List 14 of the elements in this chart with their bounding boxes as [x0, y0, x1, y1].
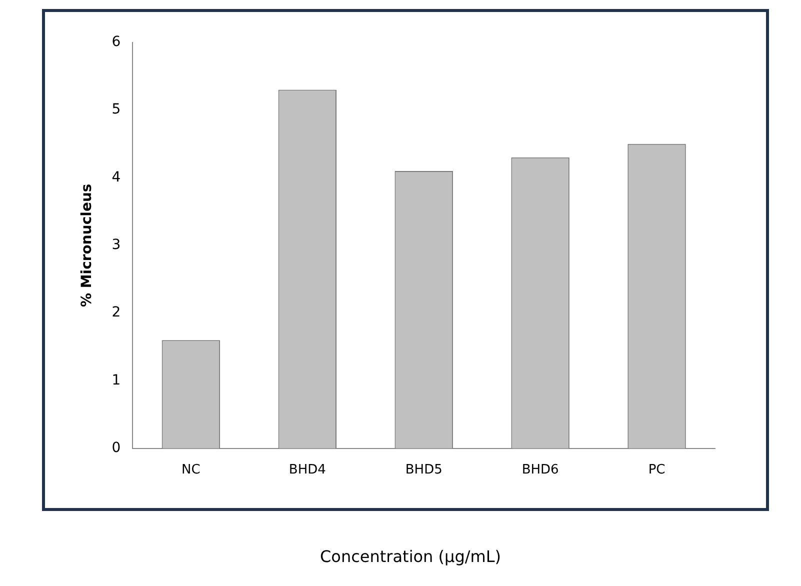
y-tick-label: 4: [112, 169, 121, 186]
y-tick-label: 0: [112, 440, 121, 456]
y-tick-label: 3: [112, 237, 121, 254]
y-tick-label: 1: [112, 372, 121, 388]
y-tick-label: 5: [112, 102, 121, 118]
x-tick-label: PC: [648, 462, 666, 478]
x-tick-label: BHD4: [288, 462, 326, 478]
y-axis-title: % Micronucleus: [79, 184, 96, 308]
x-tick-label: NC: [182, 462, 200, 478]
x-tick-label: BHD6: [522, 462, 559, 478]
x-axis-title: Concentration (µg/mL): [319, 547, 502, 566]
y-tick-label: 2: [112, 304, 121, 321]
y-tick-label: 6: [112, 34, 121, 50]
x-tick-label: BHD5: [405, 462, 442, 478]
